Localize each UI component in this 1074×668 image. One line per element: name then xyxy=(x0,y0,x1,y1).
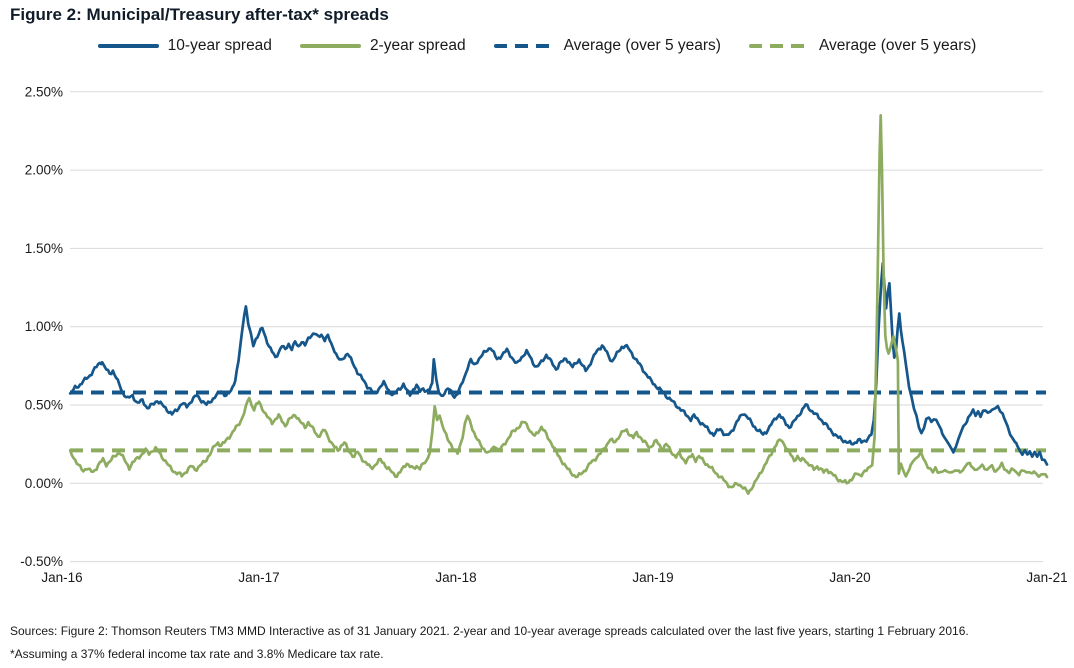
chart-plot-area: 2.50%2.00%1.50%1.00%0.50%0.00%-0.50%Jan-… xyxy=(20,84,1067,585)
solid-line-swatch-icon xyxy=(299,43,361,49)
chart-legend: 10-year spread 2-year spread Average (ov… xyxy=(0,37,1074,55)
y-axis-tick-label: 2.50% xyxy=(25,84,63,99)
y-axis-tick-label: 1.00% xyxy=(25,319,63,334)
dashed-line-swatch-icon xyxy=(748,43,810,49)
legend-item-10-year-spread: 10-year spread xyxy=(97,37,272,55)
y-axis-tick-label: 2.00% xyxy=(25,163,63,178)
y-axis-tick-label: 1.50% xyxy=(25,241,63,256)
source-note: Sources: Figure 2: Thomson Reuters TM3 M… xyxy=(10,624,969,638)
legend-item-10-year-average: Average (over 5 years) xyxy=(493,37,721,55)
legend-label: 2-year spread xyxy=(369,37,466,54)
x-axis-tick-label: Jan-19 xyxy=(632,570,673,585)
legend-item-2-year-spread: 2-year spread xyxy=(299,37,466,55)
solid-line-swatch-icon xyxy=(97,43,159,49)
y-axis-tick-label: 0.00% xyxy=(25,476,63,491)
legend-label: 10-year spread xyxy=(167,37,272,54)
x-axis-tick-label: Jan-16 xyxy=(41,570,82,585)
series-line-2-year-spread xyxy=(68,114,1049,495)
y-axis-tick-label: -0.50% xyxy=(20,554,63,569)
x-axis-tick-label: Jan-21 xyxy=(1026,570,1067,585)
x-axis-tick-label: Jan-20 xyxy=(829,570,870,585)
dashed-line-swatch-icon xyxy=(493,43,555,49)
x-axis-tick-label: Jan-18 xyxy=(435,570,476,585)
series-line-10-year-spread xyxy=(68,261,1049,466)
legend-label: Average (over 5 years) xyxy=(563,37,721,54)
legend-item-2-year-average: Average (over 5 years) xyxy=(748,37,977,55)
x-axis-tick-label: Jan-17 xyxy=(238,570,279,585)
legend-label: Average (over 5 years) xyxy=(818,37,977,54)
figure-title: Figure 2: Municipal/Treasury after-tax* … xyxy=(10,5,389,24)
y-axis-tick-label: 0.50% xyxy=(25,398,63,413)
tax-assumption-note: *Assuming a 37% federal income tax rate … xyxy=(10,647,384,661)
